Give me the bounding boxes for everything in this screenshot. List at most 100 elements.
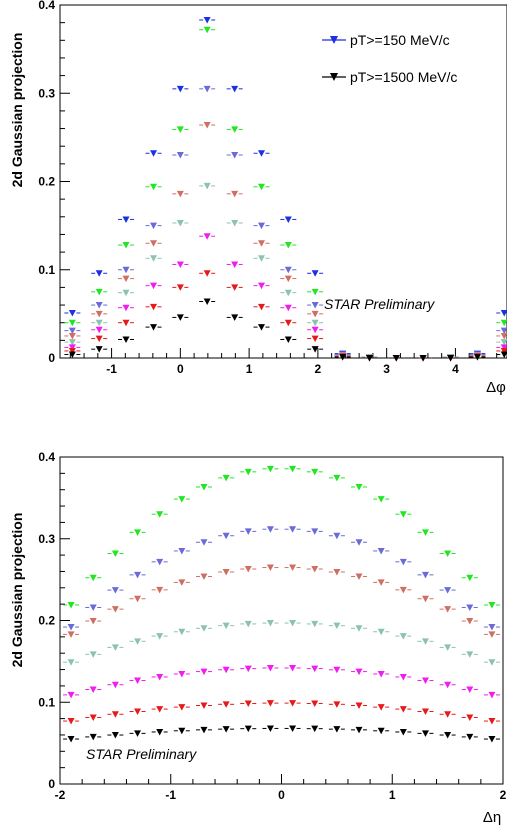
- top-series-1-point: [172, 126, 189, 133]
- bottom-series-0-point: [373, 496, 390, 503]
- bottom-series-4-point: [417, 677, 434, 685]
- bottom-x-tick-label: 1: [389, 788, 396, 802]
- bottom-series-5-point: [417, 708, 434, 715]
- legend-label-pt150: pT>=150 MeV/c: [350, 32, 450, 48]
- bottom-series-1-point: [151, 558, 168, 566]
- bottom-series-0-point: [240, 468, 257, 476]
- top-series-7-point: [253, 324, 270, 331]
- legend-marker-pt150: [330, 36, 338, 44]
- bottom-series-6-point: [129, 730, 146, 737]
- bottom-series-1-point: [439, 587, 456, 594]
- top-series-0-point: [226, 85, 243, 93]
- bottom-series-0-point: [85, 574, 102, 582]
- bottom-series-2-point: [85, 618, 102, 625]
- top-series-3-point: [496, 332, 507, 340]
- bottom-series-6-point: [85, 733, 102, 741]
- top-series-4-point: [253, 255, 270, 262]
- bottom-star-preliminary: STAR Preliminary: [86, 746, 197, 762]
- bottom-series-0-point: [218, 474, 235, 482]
- bottom-series-6-point: [240, 725, 257, 733]
- bottom-series-0-point: [439, 550, 456, 558]
- top-series-3-point: [226, 190, 243, 198]
- legend: pT>=150 MeV/c pT>=1500 MeV/c: [322, 32, 457, 85]
- bottom-series-2-point: [483, 631, 500, 638]
- bottom-series-4-point: [151, 673, 168, 681]
- bottom-series-3-point: [461, 651, 478, 658]
- bottom-series-1-point: [284, 526, 301, 533]
- top-panel: 0 0.1 0.2 0.3 0.4 -1 0 1 2 3 4 2d Gaussian projec…: [9, 0, 507, 396]
- bottom-series-1-point: [240, 528, 257, 535]
- top-series-6-point: [91, 335, 108, 343]
- bottom-series-3-point: [328, 622, 345, 630]
- bottom-series-4-point: [328, 666, 345, 674]
- top-series-5-point: [145, 282, 162, 290]
- top-series-3-point: [307, 310, 324, 318]
- top-series-6-point: [64, 347, 81, 355]
- top-y-axis-label: 2d Gaussian projection: [9, 33, 25, 188]
- bottom-series-2-point: [395, 586, 412, 594]
- bottom-series-1-point: [173, 547, 190, 555]
- bottom-series-4-point: [63, 691, 80, 699]
- top-series-4-point: [199, 182, 216, 190]
- top-series-6-point: [280, 319, 297, 327]
- bottom-y-tick-label: 0.3: [38, 532, 55, 546]
- top-series-0-point: [307, 270, 324, 277]
- top-series-4-point: [145, 255, 162, 262]
- top-series-2-point: [280, 266, 297, 274]
- bottom-series-5-point: [461, 714, 478, 721]
- bottom-series-6-point: [306, 725, 323, 733]
- top-series-0-point: [145, 150, 162, 157]
- top-series-1-point: [118, 242, 135, 249]
- top-series-7-point: [361, 355, 378, 362]
- bottom-series-2-point: [328, 569, 345, 576]
- bottom-series-2-point: [218, 569, 235, 576]
- bottom-series-2-point: [417, 595, 434, 603]
- top-series-7-point: [172, 314, 189, 321]
- top-series-3-point: [118, 275, 135, 283]
- bottom-series-1-point: [107, 587, 124, 594]
- bottom-series-4-point: [107, 681, 124, 689]
- bottom-series-2-point: [373, 579, 390, 586]
- top-series-2-point: [64, 327, 81, 335]
- bottom-series-3-point: [373, 628, 390, 636]
- bottom-x-tick-label: 0: [278, 788, 285, 802]
- top-series-2-point: [199, 85, 216, 93]
- top-series-2-point: [253, 222, 270, 230]
- bottom-series-5-point: [195, 702, 212, 710]
- top-series-6-point: [307, 335, 324, 343]
- bottom-series-0-point: [129, 529, 146, 536]
- bottom-series-3-point: [284, 620, 301, 627]
- bottom-series-1-point: [395, 558, 412, 566]
- top-y-tick-label: 0.2: [38, 175, 55, 189]
- bottom-series-2-point: [439, 606, 456, 613]
- bottom-series-0-point: [461, 574, 478, 582]
- bottom-x-axis-label: Δη: [483, 809, 501, 826]
- bottom-series-3-point: [129, 638, 146, 645]
- bottom-series-1-point: [218, 532, 235, 540]
- top-y-tick-label: 0: [48, 351, 55, 365]
- bottom-y-tick-label: 0.2: [38, 614, 55, 628]
- bottom-x-tick-label: 2: [500, 788, 507, 802]
- top-series-7-point: [145, 324, 162, 331]
- top-series-3-point: [91, 310, 108, 318]
- top-series-5-point: [172, 261, 189, 268]
- bottom-y-ticks: 0 0.1 0.2 0.3 0.4: [38, 450, 70, 791]
- bottom-series-1-point: [262, 526, 279, 533]
- bottom-series-5-point: [218, 701, 235, 708]
- bottom-series-2-point: [461, 618, 478, 625]
- top-series-1-point: [307, 288, 324, 296]
- bottom-series-3-point: [85, 651, 102, 658]
- bottom-series-3-point: [395, 633, 412, 640]
- top-series-6-point: [118, 319, 135, 327]
- bottom-series-2-point: [195, 573, 212, 580]
- bottom-y-tick-label: 0.4: [38, 450, 55, 464]
- bottom-series-0-point: [417, 529, 434, 536]
- bottom-series-0-point: [195, 483, 212, 491]
- bottom-series-4-point: [351, 668, 368, 676]
- bottom-series-0-point: [483, 601, 500, 609]
- bottom-series-4-point: [395, 673, 412, 681]
- bottom-series-4-point: [284, 664, 301, 672]
- bottom-series-5-point: [306, 700, 323, 708]
- bottom-series-5-point: [85, 714, 102, 721]
